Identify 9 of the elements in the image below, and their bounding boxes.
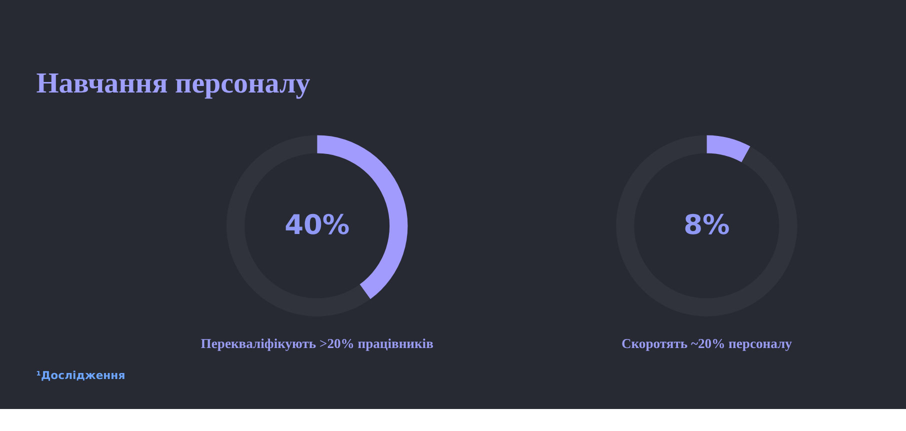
text: Перекваліфікують >20% працівників bbox=[200, 336, 434, 352]
text: ¹Дослідження bbox=[36, 368, 126, 382]
data-label: 40% bbox=[284, 210, 350, 241]
text: Скоротять ~20% персоналу bbox=[621, 336, 792, 352]
donut-slice bbox=[226, 135, 370, 316]
donut-slice bbox=[706, 135, 750, 162]
data-label: 8% bbox=[684, 210, 730, 241]
donut-slice bbox=[616, 135, 798, 316]
chart-title: Навчання персоналу bbox=[36, 68, 311, 100]
